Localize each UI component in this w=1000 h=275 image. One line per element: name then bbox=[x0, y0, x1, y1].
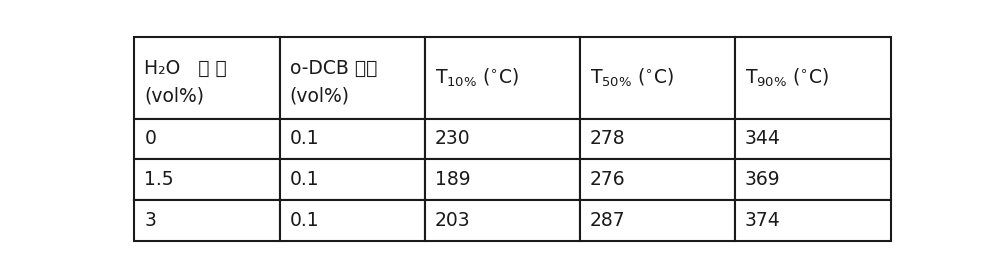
Bar bbox=[425, 37, 580, 119]
Bar bbox=[580, 159, 735, 200]
Bar bbox=[735, 200, 891, 241]
Text: 276: 276 bbox=[590, 170, 626, 189]
Text: (vol%): (vol%) bbox=[290, 86, 350, 105]
Text: 0: 0 bbox=[144, 129, 156, 149]
Text: 0.1: 0.1 bbox=[290, 170, 319, 189]
Bar bbox=[735, 37, 891, 119]
Bar bbox=[280, 159, 425, 200]
Text: 3: 3 bbox=[144, 211, 156, 230]
Bar bbox=[280, 119, 425, 159]
Bar bbox=[134, 159, 280, 200]
Bar bbox=[280, 37, 425, 119]
Bar bbox=[580, 200, 735, 241]
Text: o-DCB 浓度: o-DCB 浓度 bbox=[290, 59, 377, 78]
Bar bbox=[735, 119, 891, 159]
Text: T$_{50\%}$ ($^{\circ}$C): T$_{50\%}$ ($^{\circ}$C) bbox=[590, 67, 674, 89]
Text: 203: 203 bbox=[435, 211, 470, 230]
Text: 189: 189 bbox=[435, 170, 470, 189]
Text: T$_{10\%}$ ($^{\circ}$C): T$_{10\%}$ ($^{\circ}$C) bbox=[435, 67, 519, 89]
Text: 0.1: 0.1 bbox=[290, 129, 319, 149]
Bar bbox=[134, 37, 280, 119]
Text: 1.5: 1.5 bbox=[144, 170, 174, 189]
Text: 369: 369 bbox=[745, 170, 781, 189]
Text: 287: 287 bbox=[590, 211, 626, 230]
Text: 0.1: 0.1 bbox=[290, 211, 319, 230]
Bar bbox=[425, 200, 580, 241]
Text: 344: 344 bbox=[745, 129, 781, 149]
Bar bbox=[580, 37, 735, 119]
Bar bbox=[280, 200, 425, 241]
Bar bbox=[580, 119, 735, 159]
Text: (vol%): (vol%) bbox=[144, 86, 204, 105]
Bar bbox=[134, 200, 280, 241]
Text: 278: 278 bbox=[590, 129, 626, 149]
Bar bbox=[735, 159, 891, 200]
Text: 374: 374 bbox=[745, 211, 781, 230]
Text: H₂O   浓 度: H₂O 浓 度 bbox=[144, 59, 227, 78]
Bar bbox=[425, 159, 580, 200]
Bar bbox=[134, 119, 280, 159]
Text: 230: 230 bbox=[435, 129, 470, 149]
Text: T$_{90\%}$ ($^{\circ}$C): T$_{90\%}$ ($^{\circ}$C) bbox=[745, 67, 829, 89]
Bar bbox=[425, 119, 580, 159]
